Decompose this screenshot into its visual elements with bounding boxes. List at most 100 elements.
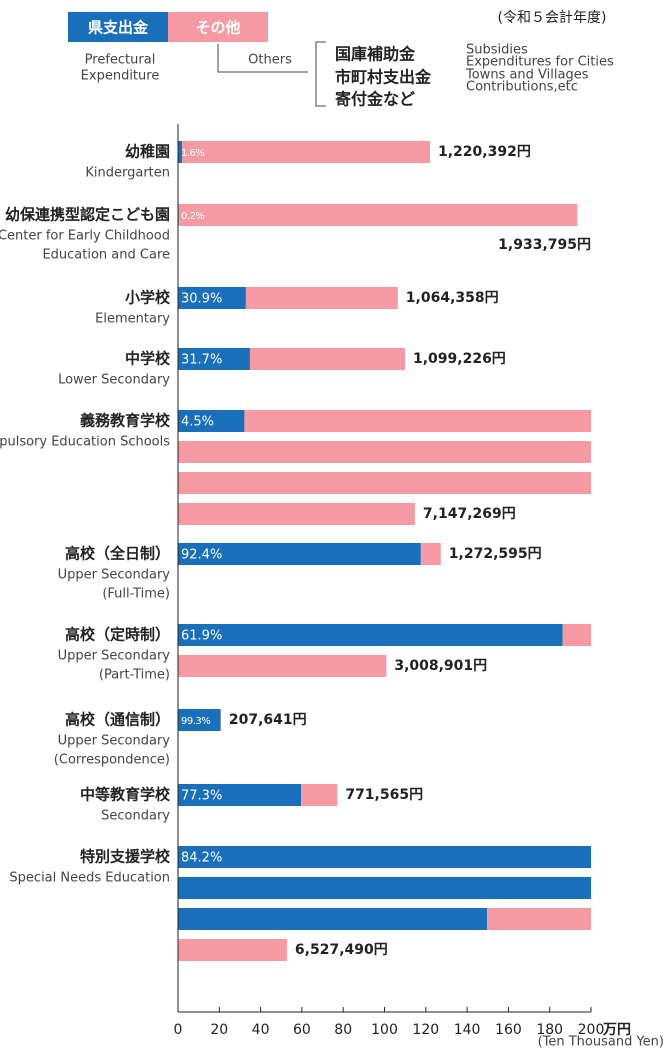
bar-segment — [178, 939, 287, 961]
share-label: 0.2% — [181, 211, 204, 222]
category-label: 特別支援学校 — [80, 848, 171, 866]
share-label: 77.3% — [181, 789, 222, 804]
bar-segment — [178, 846, 591, 868]
category-label: 幼稚園 — [125, 143, 170, 161]
category-label-en: Education and Care — [42, 248, 170, 263]
bar-segment — [178, 141, 183, 163]
breakdown: 国庫補助金 — [335, 45, 416, 64]
legend-swatch — [168, 12, 268, 42]
x-tick-label: 160 — [495, 1022, 522, 1038]
x-tick-label: 180 — [536, 1022, 563, 1038]
share-label: 30.9% — [181, 292, 222, 307]
category-label: 高校（通信制） — [65, 711, 170, 729]
total-label: 1,220,392円 — [438, 144, 531, 160]
category-label-en: Lower Secondary — [58, 373, 170, 388]
share-label: 92.4% — [181, 548, 222, 563]
x-tick-label: 40 — [252, 1022, 270, 1038]
x-tick-label: 140 — [454, 1022, 481, 1038]
category-label-en: Upper Secondary — [58, 734, 171, 749]
total-label: 1,099,226円 — [413, 351, 506, 367]
share-label: 61.9% — [181, 629, 222, 644]
bar-segment — [178, 348, 250, 370]
share-label: 99.3% — [181, 716, 210, 727]
breakdown-en: Contributions,etc — [466, 80, 578, 95]
bar-segment — [178, 877, 591, 899]
x-tick-label: 20 — [210, 1022, 228, 1038]
category-label-en: (Correspondence) — [54, 753, 170, 768]
category-label: 小学校 — [125, 289, 171, 307]
legend-connector — [217, 44, 308, 73]
bar-segment — [562, 624, 591, 646]
legend-swatch — [68, 12, 168, 42]
x-tick-label: 80 — [334, 1022, 352, 1038]
category-label-en: Upper Secondary — [58, 568, 171, 583]
category-label-en: Compulsory Education Schools — [0, 435, 170, 450]
chart-title: (令和５会計年度) — [498, 10, 607, 26]
bar-segment — [178, 503, 415, 525]
breakdown-en: Expenditures for Cities — [466, 55, 614, 70]
category-label: 高校（定時制） — [65, 626, 170, 644]
x-tick-label: 0 — [174, 1022, 183, 1038]
bar-segment — [486, 908, 591, 930]
category-label-en: (Part-Time) — [99, 668, 170, 683]
bar-segment — [249, 348, 405, 370]
total-label: 207,641円 — [229, 712, 307, 728]
x-tick-label: 120 — [412, 1022, 439, 1038]
bar-segment — [182, 141, 431, 163]
bar-segment — [178, 204, 578, 226]
breakdown-en: Towns and Villages — [465, 68, 589, 83]
total-label: 3,008,901円 — [394, 658, 487, 674]
category-label: 幼保連携型認定こども園 — [5, 206, 170, 224]
share-label: 84.2% — [181, 851, 222, 866]
bar-segment — [178, 410, 245, 432]
bar-segment — [420, 543, 441, 565]
total-label: 771,565円 — [345, 787, 423, 803]
breakdown: 市町村支出金 — [335, 68, 432, 87]
x-tick-label: 100 — [371, 1022, 398, 1038]
share-label: 4.5% — [181, 415, 214, 430]
bar-segment — [178, 287, 246, 309]
category-label-en: Kindergarten — [85, 166, 170, 181]
category-label: 中等教育学校 — [80, 786, 171, 804]
legend-label-en: Prefectural — [85, 53, 156, 68]
x-axis-label: (Ten Thousand Yen) — [538, 1035, 664, 1049]
legend-label-en: Expenditure — [81, 69, 160, 84]
total-label: 6,527,490円 — [295, 942, 388, 958]
total-label: 1,933,795円 — [498, 237, 591, 253]
total-label: 7,147,269円 — [423, 506, 516, 522]
category-label-en: (Full-Time) — [102, 587, 170, 602]
share-label: 31.7% — [181, 353, 222, 368]
total-label: 1,064,358円 — [406, 290, 499, 306]
bar-segment — [178, 655, 387, 677]
x-unit: 万円 — [602, 1022, 631, 1038]
bar-segment — [178, 709, 221, 731]
category-label: 義務教育学校 — [80, 412, 171, 430]
bar-segment — [178, 784, 302, 806]
bar-segment — [244, 410, 591, 432]
breakdown: 寄付金など — [335, 90, 415, 109]
legend-label: 県支出金 — [88, 19, 149, 37]
share-label: 1.6% — [181, 148, 204, 159]
category-label-en: Upper Secondary — [58, 649, 171, 664]
bar-segment — [178, 908, 487, 930]
category-label-en: Center for Early Childhood — [0, 229, 170, 244]
bar-segment — [178, 441, 591, 463]
bar-segment — [178, 624, 563, 646]
x-tick-label: 200 — [578, 1022, 605, 1038]
category-label-en: Special Needs Education — [9, 871, 170, 886]
bar-segment — [245, 287, 398, 309]
category-label: 中学校 — [125, 350, 171, 368]
category-label-en: Secondary — [101, 809, 170, 824]
bar-segment — [301, 784, 338, 806]
breakdown-en: Subsidies — [466, 43, 528, 58]
bar-segment — [178, 472, 591, 494]
bracket — [315, 41, 326, 107]
category-label-en: Elementary — [95, 312, 170, 327]
legend-label-en: Others — [248, 53, 292, 68]
bar-segment — [178, 543, 421, 565]
total-label: 1,272,595円 — [449, 546, 542, 562]
category-label: 高校（全日制） — [65, 545, 170, 563]
x-tick-label: 60 — [293, 1022, 311, 1038]
legend-label: その他 — [195, 19, 240, 37]
